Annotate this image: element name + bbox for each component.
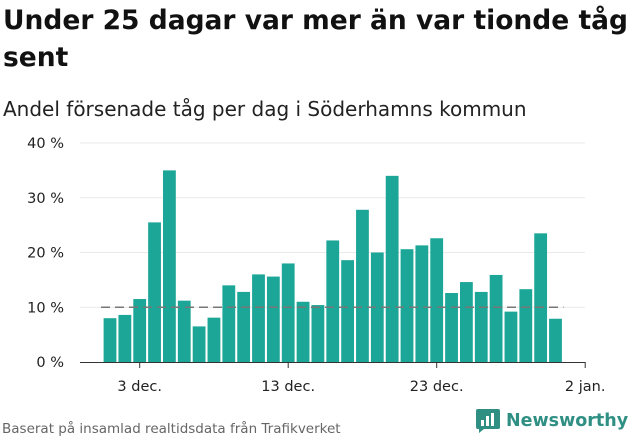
y-tick-label: 20 % xyxy=(27,246,64,262)
x-tick-label: 2 jan. xyxy=(565,379,606,395)
source-note: Baserat på insamlad realtidsdata från Tr… xyxy=(2,421,341,437)
bar xyxy=(296,301,310,362)
x-tick-label: 23 dec. xyxy=(410,379,464,395)
bar xyxy=(400,249,414,362)
bar xyxy=(311,305,325,362)
bar xyxy=(133,299,147,362)
y-tick-label: 30 % xyxy=(27,191,64,207)
bar xyxy=(460,282,473,362)
bar xyxy=(549,318,562,362)
bar xyxy=(266,276,280,362)
bar xyxy=(474,291,488,362)
bar xyxy=(445,293,458,362)
bar xyxy=(222,285,236,362)
bar xyxy=(430,238,444,362)
bar xyxy=(415,245,429,362)
bar xyxy=(177,300,191,362)
brand-name: Newsworthy xyxy=(506,411,629,431)
x-tick-label: 13 dec. xyxy=(261,379,315,395)
y-tick-label: 10 % xyxy=(27,300,64,316)
y-tick-label: 40 % xyxy=(27,136,64,152)
x-tick-label: 3 dec. xyxy=(117,379,162,395)
bar xyxy=(341,260,354,362)
bar xyxy=(534,233,548,362)
bar xyxy=(504,311,518,362)
bar xyxy=(252,274,265,362)
bar xyxy=(118,314,132,362)
bar xyxy=(163,170,176,362)
bar xyxy=(281,263,295,362)
bar xyxy=(103,318,117,362)
bar xyxy=(385,175,399,362)
bar xyxy=(489,274,503,362)
newsworthy-logo: Newsworthy xyxy=(475,408,628,434)
bar xyxy=(237,291,251,362)
bar xyxy=(519,289,533,362)
bar xyxy=(192,326,206,362)
bar xyxy=(370,252,384,362)
bar xyxy=(326,240,340,362)
bar xyxy=(148,222,161,362)
bar xyxy=(356,209,369,362)
y-tick-label: 0 % xyxy=(36,355,64,371)
chart-subtitle: Andel försenade tåg per dag i Söderhamns… xyxy=(3,97,527,121)
newsworthy-logo-icon xyxy=(476,409,500,433)
chart-title: Under 25 dagar var mer än var tionde tåg… xyxy=(3,5,628,73)
bar xyxy=(207,317,221,362)
